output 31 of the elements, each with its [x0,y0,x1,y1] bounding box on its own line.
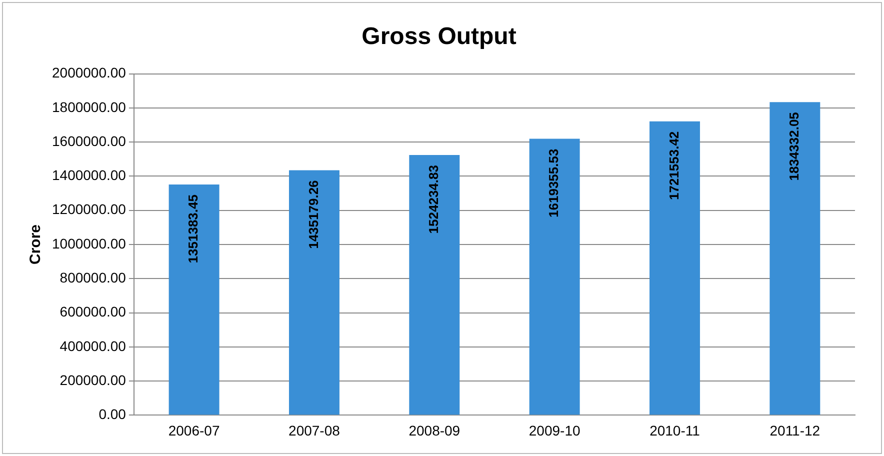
bar [529,138,580,415]
y-tick-label: 1400000.00 [52,167,126,184]
y-tick-label: 1200000.00 [52,201,126,218]
data-label: 1351383.45 [186,194,201,264]
y-tick-label: 0.00 [98,406,126,422]
y-tick-label: 1000000.00 [52,235,126,252]
y-axis-title: Crore [27,224,44,265]
y-tick-label: 600000.00 [60,304,126,320]
bar [409,155,460,415]
y-tick-label: 2000000.00 [52,64,126,81]
x-tick-label: 2006-07 [168,422,220,438]
y-tick-label: 800000.00 [60,270,126,286]
data-label: 1834332.05 [786,112,802,181]
y-tick-label: 400000.00 [60,338,126,354]
x-tick-label: 2011-12 [770,422,820,438]
y-tick-label: 1800000.00 [52,98,126,115]
y-tick-label: 1600000.00 [52,132,126,149]
x-tick-label: 2010-11 [650,422,700,438]
x-tick-label: 2008-09 [408,422,460,438]
data-label: 1435179.26 [306,180,321,249]
x-tick-label: 2009-10 [528,422,580,438]
x-tick-label: 2007-08 [288,422,340,438]
bar [168,184,220,415]
y-tick-label: 200000.00 [60,372,126,388]
bar [650,121,700,415]
bar [288,170,340,415]
data-label: 1524234.83 [426,165,441,234]
chart-title: Gross Output [362,23,516,50]
bar [770,102,820,415]
data-label: 1721553.42 [666,131,682,200]
data-label: 1619355.53 [546,148,562,218]
